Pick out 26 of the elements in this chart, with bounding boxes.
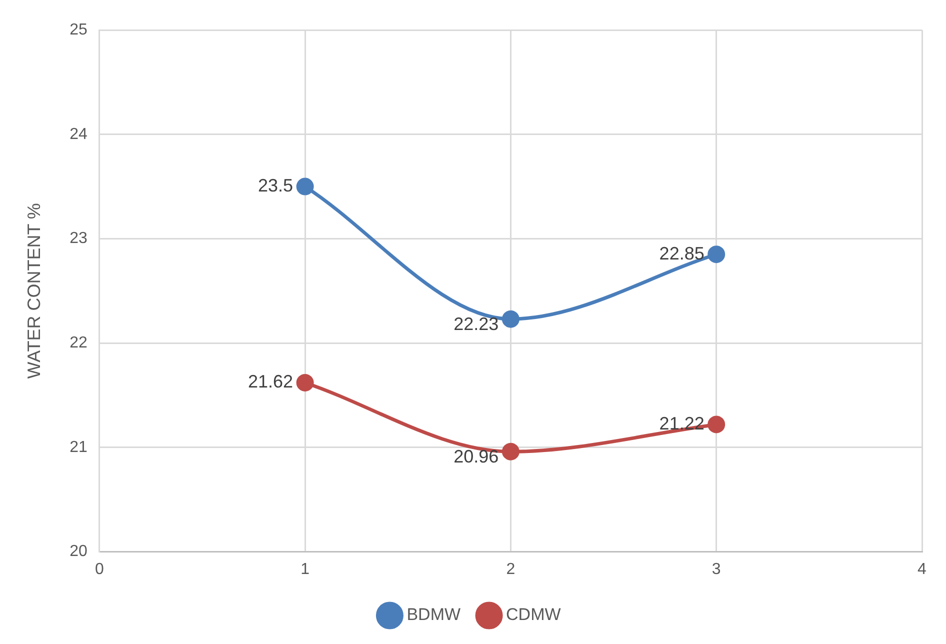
data-label: 22.85	[659, 243, 704, 264]
data-label: 20.96	[454, 446, 499, 467]
data-label: 21.62	[248, 372, 294, 392]
y-tick-label: 24	[70, 126, 88, 143]
x-tick-label: 4	[918, 560, 927, 578]
y-tick-label: 20	[70, 543, 88, 560]
point	[708, 246, 726, 264]
point	[296, 374, 314, 392]
point	[708, 416, 726, 434]
x-tick-label: 0	[94, 560, 104, 578]
data-label: 21.22	[659, 413, 704, 434]
y-tick-label: 25	[70, 21, 88, 38]
x-tick-label: 1	[300, 560, 310, 578]
point	[502, 310, 520, 328]
y-axis-title: WATER CONTENT %	[24, 203, 44, 379]
x-tick-label: 2	[506, 560, 516, 578]
point	[296, 178, 314, 196]
data-label: 23.5	[258, 176, 294, 196]
legend-label: CDMW	[506, 605, 561, 624]
y-tick-label: 22	[70, 334, 88, 352]
legend-label: BDMW	[406, 605, 461, 624]
data-label: 22.23	[454, 314, 499, 334]
y-tick-label: 23	[70, 230, 88, 248]
y-tick-label: 21	[70, 438, 88, 456]
x-tick-label: 3	[712, 560, 721, 578]
point	[502, 442, 520, 460]
